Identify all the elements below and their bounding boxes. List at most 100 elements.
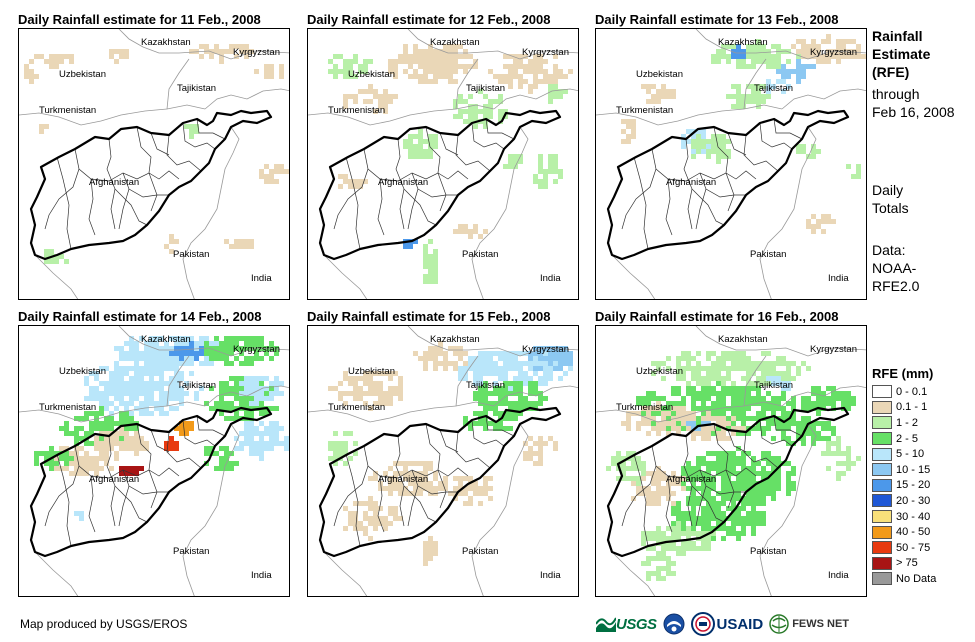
rainfall-cell	[771, 396, 776, 401]
rainfall-cell	[239, 441, 244, 446]
rainfall-cell	[721, 44, 726, 49]
rainfall-cell	[826, 386, 831, 391]
rainfall-cell	[626, 416, 631, 421]
rainfall-cell	[761, 491, 766, 496]
rainfall-cell	[691, 386, 696, 391]
rainfall-cell	[701, 541, 706, 546]
rainfall-cell	[219, 54, 224, 59]
rainfall-cell	[661, 396, 666, 401]
rainfall-cell	[826, 401, 831, 406]
rainfall-cell	[706, 391, 711, 396]
rainfall-cell	[114, 376, 119, 381]
place-label-uzbekistan: Uzbekistan	[348, 69, 395, 80]
place-label-pakistan: Pakistan	[462, 546, 498, 557]
rainfall-cell	[826, 59, 831, 64]
rainfall-cell	[264, 441, 269, 446]
rainfall-cell	[503, 391, 508, 396]
rainfall-cell	[766, 481, 771, 486]
rainfall-cell	[766, 94, 771, 99]
rainfall-cell	[483, 114, 488, 119]
rainfall-cell	[119, 54, 124, 59]
rainfall-cell	[24, 69, 29, 74]
rainfall-cell	[761, 406, 766, 411]
rainfall-cell	[413, 486, 418, 491]
rainfall-cell	[671, 571, 676, 576]
rainfall-cell	[338, 174, 343, 179]
rainfall-cell	[129, 441, 134, 446]
afghanistan-border	[29, 406, 273, 558]
pakistan-india-border	[471, 423, 529, 596]
rainfall-cell	[641, 471, 646, 476]
rainfall-cell	[269, 64, 274, 69]
rainfall-cell	[169, 239, 174, 244]
rainfall-cell	[274, 426, 279, 431]
pakistan-india-border	[759, 126, 817, 299]
rainfall-cell	[533, 441, 538, 446]
rainfall-cell	[558, 376, 563, 381]
rainfall-cell	[661, 556, 666, 561]
rainfall-cell	[353, 526, 358, 531]
rainfall-cell	[686, 351, 691, 356]
rainfall-cell	[741, 104, 746, 109]
rainfall-cell	[731, 401, 736, 406]
rainfall-cell	[781, 376, 786, 381]
rainfall-cell	[523, 376, 528, 381]
rainfall-cell	[383, 396, 388, 401]
rainfall-cell	[731, 84, 736, 89]
rainfall-cell	[736, 506, 741, 511]
rainfall-cell	[264, 64, 269, 69]
usaid-logo: USAID	[690, 612, 763, 636]
rainfall-cell	[681, 511, 686, 516]
rainfall-cell	[681, 546, 686, 551]
rainfall-cell	[373, 511, 378, 516]
rainfall-cell	[254, 346, 259, 351]
rainfall-cell	[413, 44, 418, 49]
rainfall-cell	[453, 476, 458, 481]
rainfall-cell	[388, 396, 393, 401]
noaa-emblem-icon	[663, 613, 685, 635]
rainfall-cell	[418, 79, 423, 84]
rainfall-cell	[259, 396, 264, 401]
rainfall-cell	[433, 259, 438, 264]
rainfall-cell	[448, 361, 453, 366]
rainfall-cell	[671, 391, 676, 396]
rainfall-cell	[144, 356, 149, 361]
rainfall-cell	[671, 491, 676, 496]
rainfall-cell	[518, 366, 523, 371]
rainfall-cell	[234, 386, 239, 391]
rainfall-cell	[383, 94, 388, 99]
rainfall-cell	[463, 351, 468, 356]
country-border	[19, 401, 206, 423]
place-label-tajikistan: Tajikistan	[466, 380, 505, 391]
rainfall-cell	[671, 406, 676, 411]
rainfall-cell	[109, 391, 114, 396]
rainfall-cell	[259, 411, 264, 416]
rainfall-cell	[711, 481, 716, 486]
rainfall-cell	[139, 446, 144, 451]
rainfall-cell	[528, 436, 533, 441]
rainfall-cell	[179, 361, 184, 366]
rainfall-cell	[518, 59, 523, 64]
rainfall-cell	[408, 59, 413, 64]
rainfall-cell	[816, 224, 821, 229]
rainfall-cell	[119, 471, 124, 476]
rainfall-cell	[493, 351, 498, 356]
rainfall-cell	[513, 376, 518, 381]
rainfall-cell	[259, 391, 264, 396]
rainfall-cell	[199, 44, 204, 49]
rainfall-cell	[488, 109, 493, 114]
rainfall-cell	[398, 491, 403, 496]
rainfall-cell	[621, 456, 626, 461]
rainfall-cell	[483, 426, 488, 431]
rainfall-cell	[224, 341, 229, 346]
rainfall-cell	[388, 391, 393, 396]
legend-swatch	[872, 478, 892, 492]
rainfall-cell	[184, 124, 189, 129]
country-border	[596, 401, 783, 423]
rainfall-cell	[751, 516, 756, 521]
rainfall-cell	[746, 386, 751, 391]
rainfall-cell	[433, 346, 438, 351]
rainfall-cell	[134, 446, 139, 451]
rainfall-cell	[766, 471, 771, 476]
rainfall-cell	[681, 371, 686, 376]
